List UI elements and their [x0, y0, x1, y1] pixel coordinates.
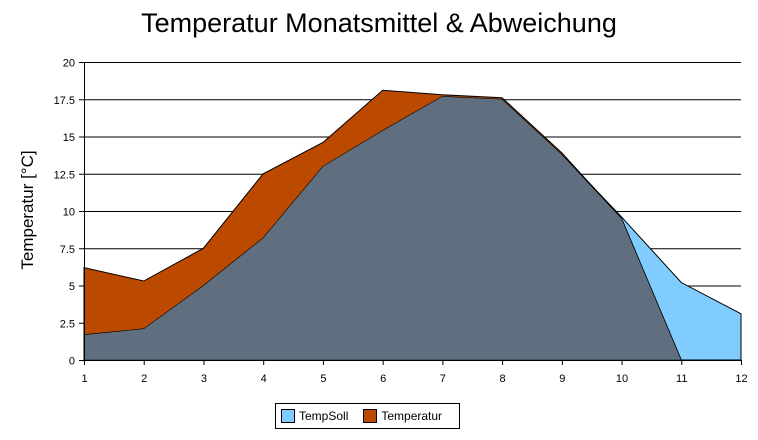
y-tick-label: 5: [69, 281, 75, 293]
y-tick-label: 2.5: [60, 318, 75, 330]
legend-swatch-temperatur: [363, 409, 378, 423]
legend-swatch-tempsoll: [281, 409, 295, 423]
y-tick-label: 10: [63, 207, 75, 219]
legend-label: TempSoll: [299, 409, 349, 423]
area-overlap: [83, 95, 682, 361]
x-tick-label: 10: [616, 373, 628, 385]
y-tick-label: 20: [63, 58, 75, 70]
legend-item-tempsoll: TempSoll: [281, 409, 348, 423]
legend: TempSoll Temperatur: [275, 403, 460, 429]
x-tick-label: 4: [261, 373, 267, 385]
x-tick-label: 9: [559, 373, 565, 385]
legend-label: Temperatur: [381, 409, 443, 423]
x-tick-label: 7: [440, 373, 446, 385]
y-tick-label: 12.5: [54, 169, 75, 181]
chart-title: Temperatur Monatsmittel & Abweichung: [141, 8, 617, 38]
x-tick-label: 3: [201, 373, 207, 385]
x-tick-label: 1: [81, 373, 87, 385]
x-tick-label: 2: [141, 373, 147, 385]
x-tick-label: 6: [380, 373, 386, 385]
legend-item-temperatur: Temperatur: [363, 409, 442, 423]
y-tick-label: 0: [69, 356, 75, 368]
y-tick-label: 15: [63, 132, 75, 144]
y-tick-label: 7.5: [60, 244, 75, 256]
x-tick-label: 12: [735, 373, 747, 385]
x-tick-label: 8: [500, 373, 506, 385]
y-tick-label: 17.5: [54, 95, 75, 107]
x-tick-label: 11: [676, 373, 687, 385]
x-tick-label: 5: [320, 373, 326, 385]
